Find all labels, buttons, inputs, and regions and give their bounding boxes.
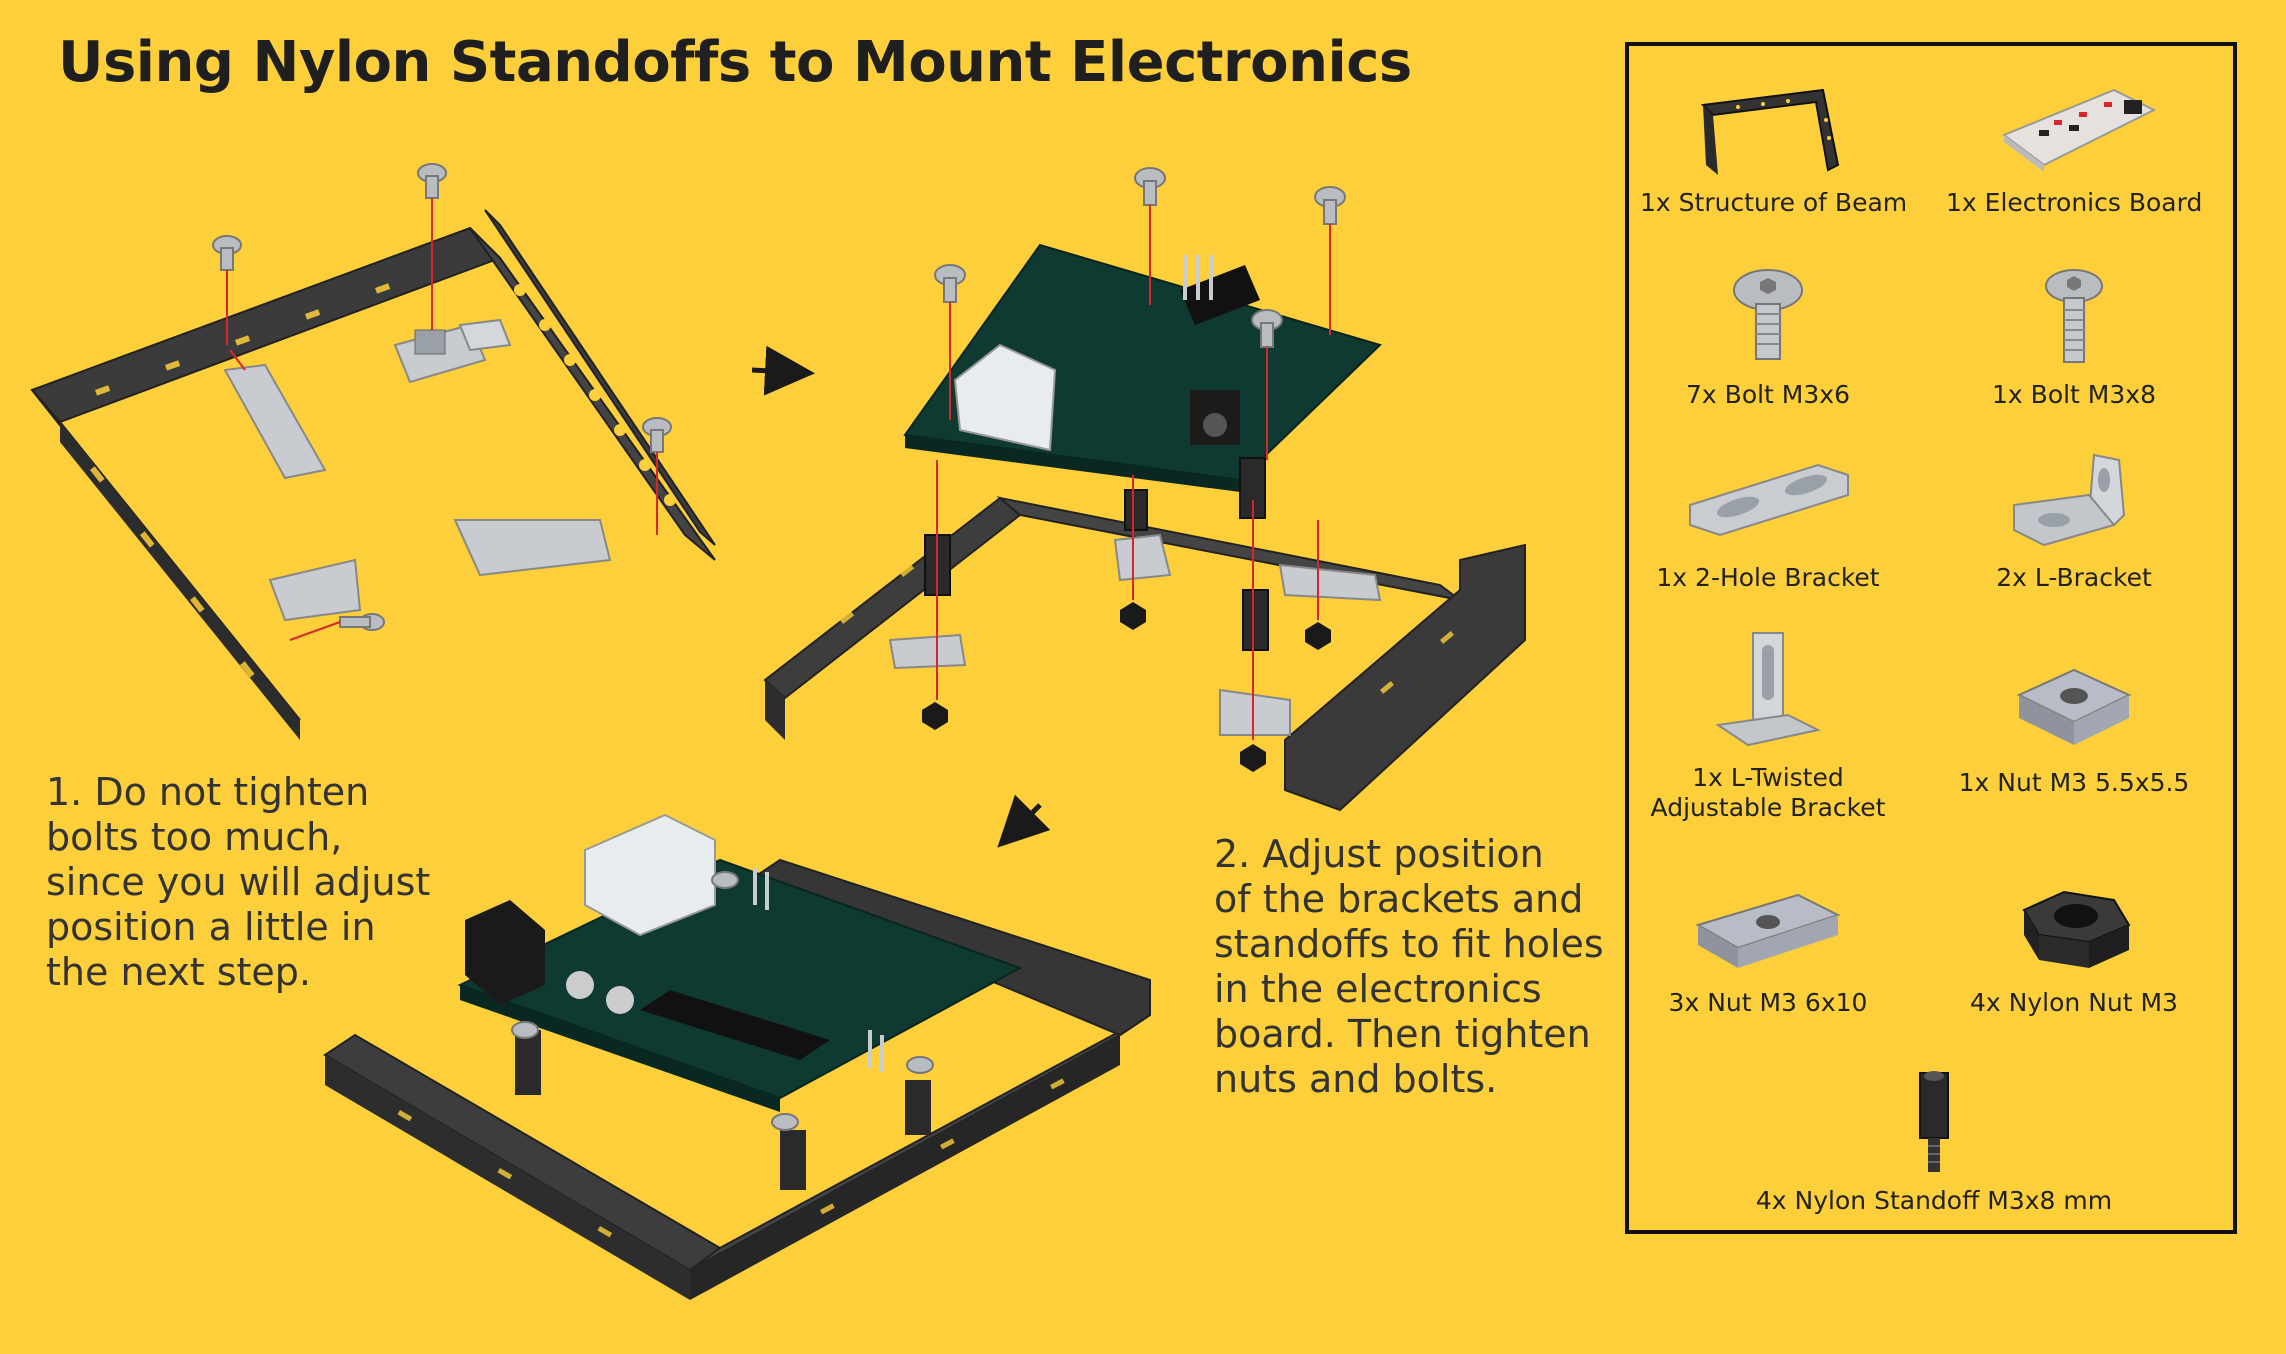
step2-exploded-illustration <box>763 167 1526 812</box>
part-nylon-standoff: 4x Nylon Standoff M3x8 mm <box>1640 1068 2228 1216</box>
step1-line: since you will adjust <box>46 860 431 904</box>
part-electronics-board: 1x Electronics Board <box>1946 70 2202 218</box>
two-hole-bracket-icon <box>1689 463 1849 537</box>
part-label: 1x Bolt M3x8 <box>1992 380 2156 409</box>
step1-line: bolts too much, <box>46 815 343 859</box>
step1-line: the next step. <box>46 950 311 994</box>
step1-line: position a little in <box>46 905 376 949</box>
part-label: 1x 2-Hole Bracket <box>1656 563 1880 592</box>
step1-instructions: 1. Do not tighten bolts too much, since … <box>46 770 430 995</box>
step1-line: 1. Do not tighten <box>46 770 370 814</box>
l-bracket-icon <box>2013 453 2126 547</box>
part-label: Adjustable Bracket <box>1650 793 1886 822</box>
step2-line: nuts and bolts. <box>1214 1057 1498 1101</box>
l-twisted-bracket-icon <box>1715 632 1821 747</box>
part-label: 3x Nut M3 6x10 <box>1668 988 1868 1017</box>
page-title: Using Nylon Standoffs to Mount Electroni… <box>58 30 1412 95</box>
part-structure-of-beam: 1x Structure of Beam <box>1640 70 1908 218</box>
part-nylon-nut: 4x Nylon Nut M3 <box>1946 880 2202 1018</box>
part-square-nut: 1x Nut M3 5.5x5.5 <box>1946 650 2202 798</box>
step-arrow-down-left-icon <box>997 794 1051 848</box>
hex-nut-icon <box>2022 890 2131 968</box>
beam-structure-icon <box>1700 88 1840 175</box>
electronics-board-icon <box>2001 88 2157 172</box>
step1-frame-illustration <box>30 163 716 740</box>
square-nut-icon <box>2016 668 2132 745</box>
part-label: 1x Structure of Beam <box>1640 188 1908 217</box>
step2-line: of the brackets and <box>1214 877 1584 921</box>
part-2-hole-bracket: 1x 2-Hole Bracket <box>1640 445 1896 593</box>
rect-nut-icon <box>1695 893 1841 968</box>
part-l-twisted-bracket: 1x L-Twisted Adjustable Bracket <box>1640 625 1896 823</box>
step2-line: standoffs to fit holes <box>1214 922 1604 966</box>
standoff-icon <box>1919 1071 1949 1172</box>
part-label: 1x Nut M3 5.5x5.5 <box>1958 768 2190 797</box>
bolt-icon <box>2045 269 2103 363</box>
part-label: 4x Nylon Standoff M3x8 mm <box>1755 1186 2113 1215</box>
part-bolt-m3x6: 7x Bolt M3x6 <box>1640 262 1896 410</box>
part-label: 1x L-Twisted <box>1692 763 1844 792</box>
step2-instructions: 2. Adjust position of the brackets and s… <box>1214 832 1604 1102</box>
part-label: 1x Electronics Board <box>1946 188 2203 217</box>
step2-line: board. Then tighten <box>1214 1012 1591 1056</box>
part-label: 7x Bolt M3x6 <box>1686 380 1850 409</box>
step2-line: 2. Adjust position <box>1214 832 1544 876</box>
bolt-icon <box>1733 269 1803 360</box>
part-bolt-m3x8: 1x Bolt M3x8 <box>1946 262 2202 410</box>
part-rect-nut: 3x Nut M3 6x10 <box>1640 880 1896 1018</box>
part-label: 4x Nylon Nut M3 <box>1970 988 2178 1017</box>
final-assembly-illustration <box>323 813 1151 1300</box>
parts-list-panel <box>1625 42 2237 1234</box>
step2-line: in the electronics <box>1214 967 1542 1011</box>
step-arrow-right-icon <box>751 345 815 396</box>
part-label: 2x L-Bracket <box>1996 563 2152 592</box>
part-l-bracket: 2x L-Bracket <box>1946 445 2202 593</box>
